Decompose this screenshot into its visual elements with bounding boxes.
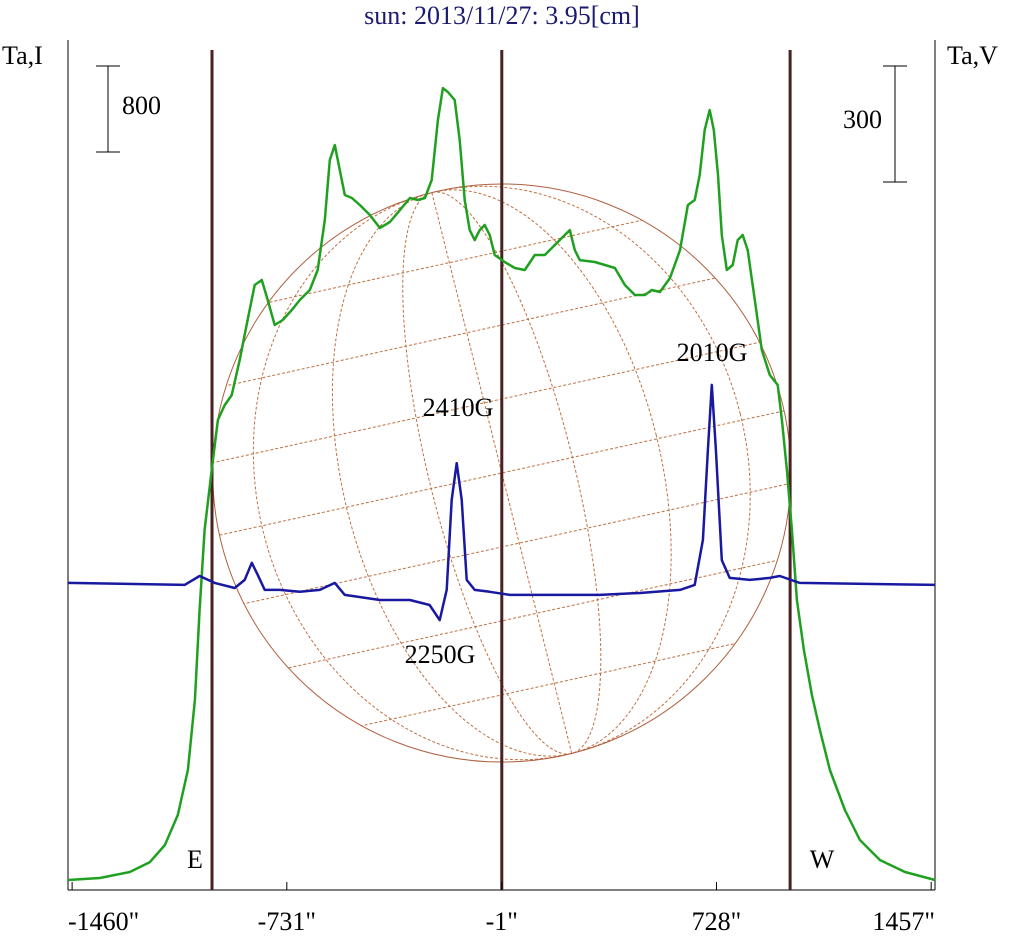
latitude-line: [254, 550, 820, 676]
latitude-line: [201, 340, 767, 466]
annotation: W: [810, 845, 835, 874]
annotation: 2250G: [405, 640, 476, 669]
x-tick-label: -1460": [68, 907, 139, 936]
chart-title: sun: 2013/11/27: 3.95[cm]: [364, 1, 640, 30]
x-tick-label: -1": [486, 907, 518, 936]
scale-label: 300: [843, 105, 882, 134]
y-axis-label: Ta,I: [2, 41, 43, 70]
scale-label: 800: [122, 91, 161, 120]
y2-axis-label: Ta,V: [947, 41, 998, 70]
x-tick-label: -731": [258, 907, 316, 936]
series-line: [67, 86, 936, 882]
longitude-line: [402, 191, 602, 755]
series-line: [67, 383, 936, 622]
annotation: 2010G: [677, 338, 748, 367]
x-tick-label: 1457": [872, 907, 935, 936]
annotation: 2410G: [423, 393, 494, 422]
x-tick-label: 728": [692, 907, 742, 936]
longitude-line: [431, 192, 573, 754]
latitude-line: [219, 410, 785, 536]
annotation: E: [187, 845, 203, 874]
